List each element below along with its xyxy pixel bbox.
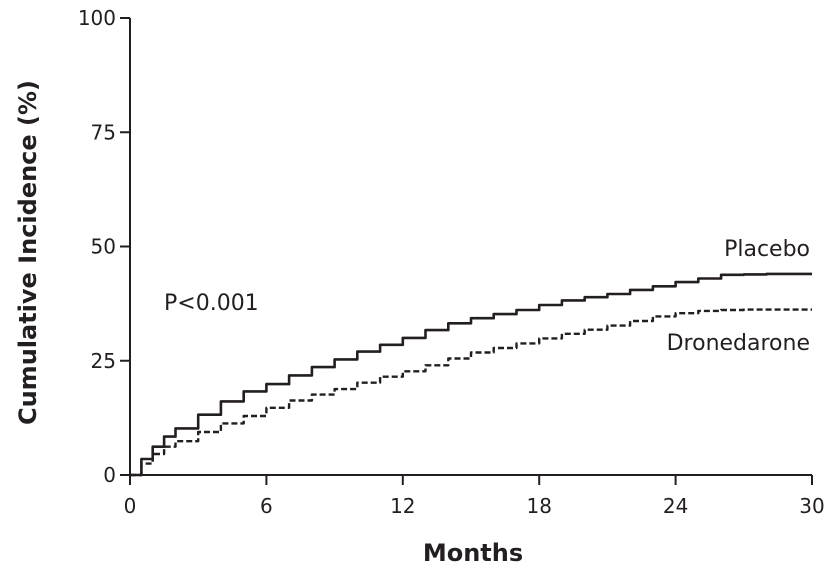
y-tick-label: 50 [91, 235, 116, 259]
x-tick-label: 6 [260, 494, 273, 518]
x-tick-label: 18 [526, 494, 551, 518]
series-line-placebo [130, 272, 812, 477]
series-label-placebo: Placebo [724, 237, 810, 262]
y-tick-label: 0 [103, 463, 116, 487]
y-tick-label: 100 [78, 6, 116, 30]
series-layer [130, 272, 812, 477]
labels-layer: Months Cumulative Incidence (%) Placebo Dro… [14, 80, 810, 567]
x-tick-label: 30 [799, 494, 824, 518]
ticks-layer: 0 25 50 75 100 0 6 12 18 24 30 [78, 6, 825, 518]
axes-layer [129, 18, 812, 476]
x-tick-label: 24 [663, 494, 688, 518]
x-axis-title: Months [423, 539, 523, 567]
y-tick-label: 25 [91, 349, 116, 373]
x-tick-label: 12 [390, 494, 415, 518]
y-axis-title: Cumulative Incidence (%) [14, 80, 42, 425]
series-label-dronedarone: Dronedarone [667, 331, 810, 356]
p-value-annotation: P<0.001 [164, 291, 259, 316]
x-tick-label: 0 [124, 494, 137, 518]
y-tick-label: 75 [91, 120, 116, 144]
series-line-dronedarone [130, 308, 812, 477]
